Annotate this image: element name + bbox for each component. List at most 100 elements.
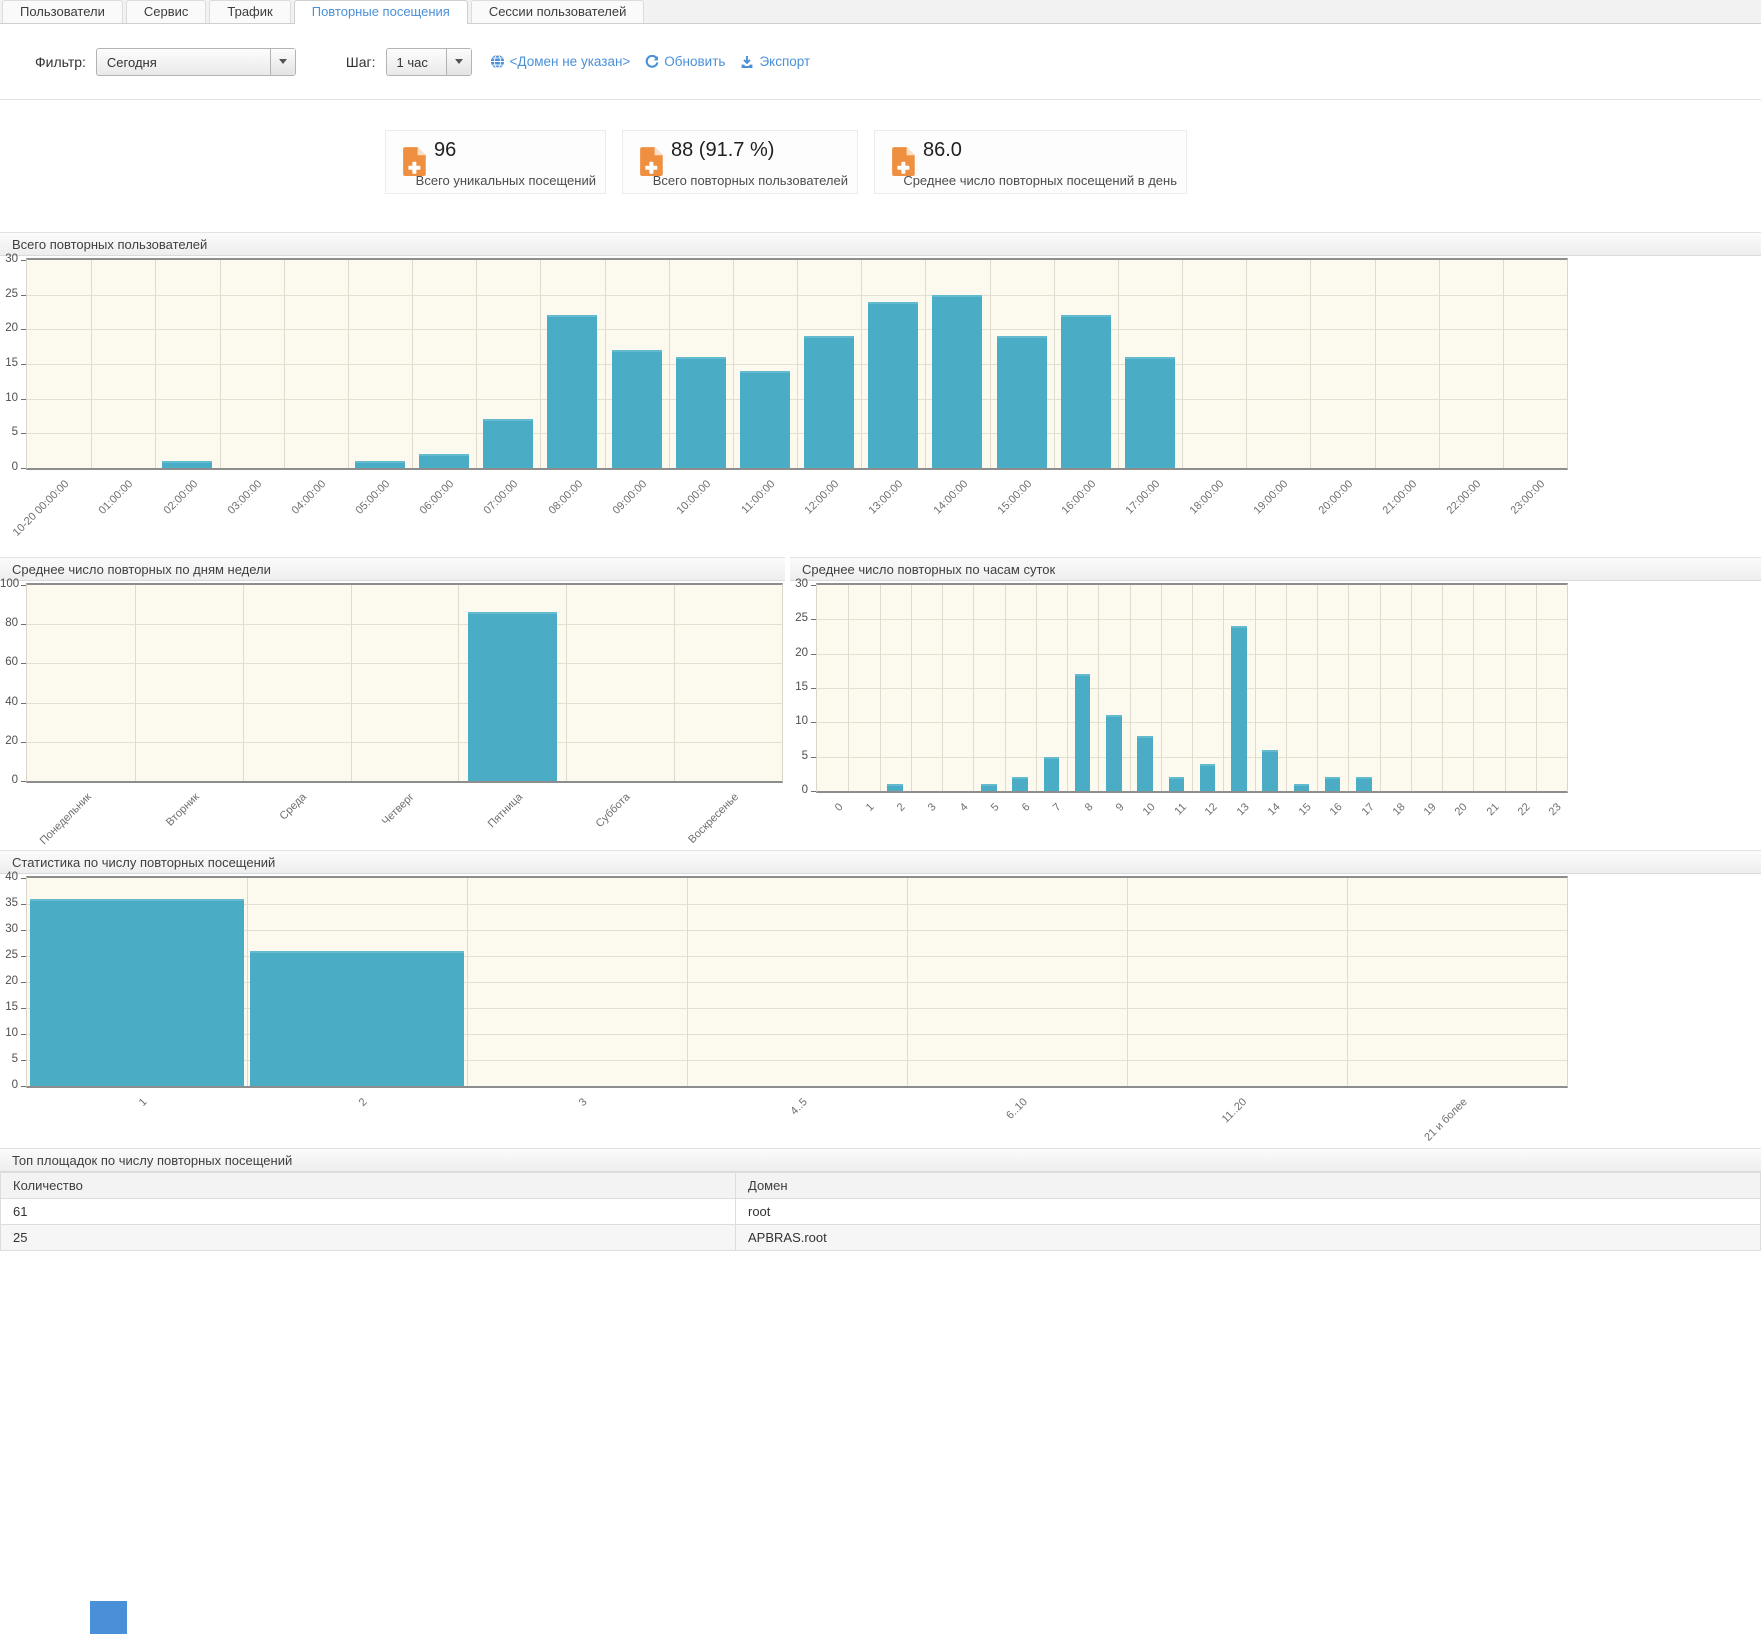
gridline — [942, 585, 943, 791]
filter-bar: Фильтр: Сегодня Шаг: 1 час <Домен не ука… — [0, 24, 1761, 100]
y-axis-tick — [811, 653, 816, 655]
y-axis-label: 20 — [5, 322, 18, 335]
gridline — [540, 260, 542, 468]
bar-chart-by-hour: 0 5 10 15 20 25 30 0 1 2 3 4 5 6 7 8 9 10 11 12 13 14 15 16 17 18… — [790, 578, 1570, 833]
x-axis-label: 1 — [136, 1096, 150, 1109]
y-axis-label: 25 — [5, 287, 18, 300]
gridline — [350, 585, 352, 781]
y-axis-label: 30 — [5, 253, 18, 265]
x-axis-label: 08:00:00 — [546, 478, 585, 517]
gridline — [1129, 585, 1131, 791]
bar — [1137, 736, 1153, 791]
gridline — [1117, 260, 1119, 468]
table-row[interactable]: 25 APBRAS.root — [0, 1224, 1761, 1251]
y-axis-label: 80 — [5, 617, 18, 630]
bar — [739, 370, 790, 468]
filter-select-value: Сегодня — [106, 54, 157, 70]
x-axis-label: 17 — [1359, 801, 1377, 819]
y-axis-label: 15 — [5, 1001, 18, 1013]
y-axis-tick — [811, 619, 816, 621]
x-axis-label: 16 — [1327, 801, 1346, 819]
gridline — [476, 260, 478, 468]
cell-count: 61 — [0, 1198, 736, 1225]
bar — [1043, 756, 1060, 791]
x-axis-label: 20:00:00 — [1316, 478, 1355, 517]
table-row[interactable]: 61 root — [0, 1198, 1761, 1225]
bar — [981, 784, 997, 791]
domain-link-label: <Домен не указан> — [509, 54, 631, 69]
y-axis-tick — [21, 1060, 26, 1061]
x-axis-label: 03:00:00 — [225, 478, 265, 517]
gridline — [1535, 585, 1537, 791]
x-axis-label: 17:00:00 — [1123, 478, 1163, 517]
chevron-down-icon[interactable] — [445, 48, 471, 75]
tab-service[interactable]: Сервис — [125, 0, 207, 23]
gridline — [247, 878, 248, 1086]
y-axis-tick — [21, 433, 26, 435]
column-header-count: Количество — [0, 1172, 736, 1199]
tab-repeat-visits[interactable]: Повторные посещения — [293, 0, 468, 24]
gridline — [989, 260, 991, 468]
x-axis-label: 4..5 — [788, 1096, 810, 1118]
x-axis-label: 21:00:00 — [1380, 478, 1420, 517]
bar — [1060, 315, 1111, 468]
x-axis-label: 11 — [1172, 801, 1189, 818]
gridline — [848, 585, 850, 791]
tab-users[interactable]: Пользователи — [2, 0, 123, 23]
plot-area — [26, 583, 783, 783]
gridline — [27, 930, 1567, 931]
gridline — [1473, 585, 1475, 791]
export-link-label: Экспорт — [759, 54, 811, 69]
y-axis-tick — [811, 688, 816, 689]
bar-chart-visit-count-stats: 0 5 10 15 20 25 30 35 40 1 2 3 4..5 6..10 11..20 21 и б… — [0, 871, 1570, 1144]
gridline — [879, 585, 881, 791]
plot-area — [816, 583, 1568, 793]
x-axis-label: 10 — [1140, 801, 1158, 819]
bar — [30, 898, 244, 1086]
gridline — [1192, 585, 1193, 791]
y-axis-label: 0 — [801, 784, 808, 796]
column-header-domain: Домен — [735, 1172, 1761, 1199]
step-select[interactable]: 1 час — [385, 47, 472, 76]
gridline — [412, 260, 413, 468]
x-axis-label: 23 — [1546, 801, 1564, 819]
bar — [1074, 674, 1091, 791]
x-axis-label: 19:00:00 — [1251, 478, 1291, 517]
tab-user-sessions[interactable]: Сессии пользователей — [470, 0, 645, 23]
x-axis-label: Четверг — [380, 791, 417, 828]
y-axis-tick — [21, 741, 26, 743]
x-axis-label: 11:00:00 — [739, 478, 778, 517]
y-axis-label: 40 — [5, 871, 18, 883]
panel-title: Статистика по числу повторных посещений — [0, 850, 1761, 874]
gridline — [458, 585, 460, 781]
gridline — [1160, 585, 1162, 791]
bar — [1356, 777, 1372, 791]
chevron-down-icon[interactable] — [269, 48, 295, 75]
tab-traffic[interactable]: Трафик — [209, 0, 291, 23]
bar — [804, 336, 855, 468]
gridline — [674, 585, 676, 781]
cell-domain: APBRAS.root — [735, 1224, 1761, 1251]
x-axis-label: 01:00:00 — [96, 478, 136, 517]
x-axis-label: 1 — [863, 801, 877, 814]
x-axis-label: 13:00:00 — [866, 478, 906, 517]
x-axis-label: 20 — [1452, 801, 1471, 819]
export-link[interactable]: Экспорт — [740, 54, 810, 69]
gridline — [1127, 878, 1128, 1086]
refresh-link[interactable]: Обновить — [645, 54, 725, 69]
stat-label: Среднее число повторных посещений в день — [903, 173, 1177, 188]
filter-select[interactable]: Сегодня — [95, 47, 296, 76]
x-axis-label: 07:00:00 — [481, 478, 521, 517]
x-axis-label: Понедельник — [37, 791, 94, 848]
gridline — [1442, 585, 1443, 791]
x-axis-label: 0 — [832, 801, 846, 814]
domain-link[interactable]: <Домен не указан> — [490, 54, 631, 69]
x-axis-label: 13 — [1234, 801, 1252, 819]
bar-chart-by-weekday: 0 20 40 60 80 100 Понедельник Вторник Среда Четве… — [0, 578, 785, 847]
x-axis-label: 6..10 — [1003, 1096, 1030, 1122]
y-axis-tick — [21, 260, 26, 261]
gridline — [91, 260, 93, 468]
step-select-value: 1 час — [396, 54, 428, 70]
x-axis-label: 19 — [1421, 801, 1439, 819]
